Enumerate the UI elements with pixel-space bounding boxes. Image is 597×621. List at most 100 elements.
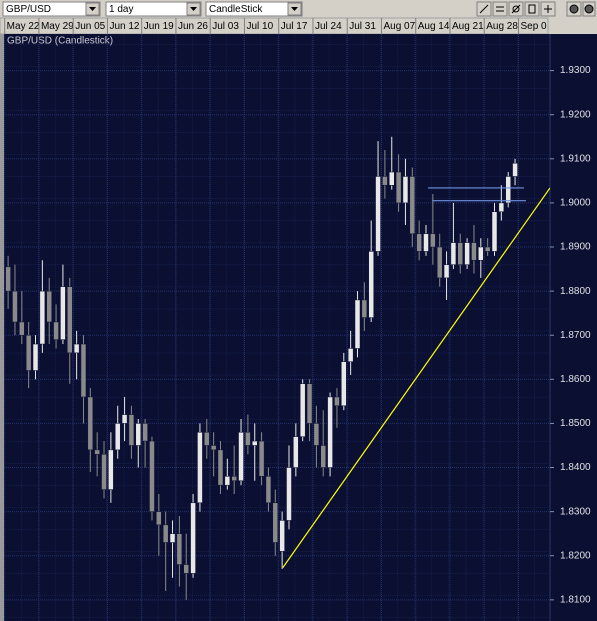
candle-body bbox=[217, 449, 224, 486]
y-tick-label: 1.8600 bbox=[560, 374, 591, 385]
candle-body bbox=[265, 476, 272, 504]
interval-text: 1 day bbox=[109, 4, 133, 15]
candle-body bbox=[12, 290, 18, 323]
candle-body bbox=[121, 414, 128, 424]
candle-body bbox=[484, 246, 491, 252]
interval-select[interactable]: 1 day bbox=[105, 1, 202, 17]
candle-body bbox=[320, 445, 326, 468]
candle-body bbox=[341, 361, 347, 407]
x-tick-label: Aug 07 bbox=[383, 21, 415, 32]
candle-body bbox=[382, 176, 388, 186]
y-tick-label: 1.8800 bbox=[560, 286, 591, 297]
candle-body bbox=[231, 476, 237, 482]
candle-body bbox=[416, 233, 422, 252]
y-tick-label: 1.9100 bbox=[560, 153, 591, 164]
candle-body bbox=[73, 343, 80, 354]
candle-body bbox=[87, 396, 94, 451]
y-tick-label: 1.8500 bbox=[560, 418, 591, 429]
candle-body bbox=[299, 383, 306, 437]
plot bbox=[4, 34, 550, 621]
drawn-line bbox=[282, 187, 550, 568]
style-text: CandleStick bbox=[209, 4, 263, 15]
y-tick-label: 1.9200 bbox=[560, 109, 591, 120]
candle-body bbox=[334, 396, 340, 407]
y-tick-label: 1.8200 bbox=[560, 550, 591, 561]
candle-body bbox=[39, 290, 46, 345]
candle-body bbox=[491, 211, 498, 252]
candle-body bbox=[94, 449, 100, 455]
candle-body bbox=[313, 423, 320, 446]
x-tick-label: Jul 24 bbox=[315, 21, 342, 32]
candle-body bbox=[156, 511, 162, 526]
x-tick-label: Jul 17 bbox=[281, 21, 308, 32]
candle-body bbox=[498, 202, 505, 212]
candle-body bbox=[409, 176, 416, 235]
left-edge bbox=[0, 34, 4, 621]
candle-body bbox=[327, 396, 333, 468]
symbol-text: GBP/USD bbox=[6, 4, 51, 15]
candle-body bbox=[430, 233, 436, 248]
y-tick-label: 1.9000 bbox=[560, 198, 591, 209]
candle-body bbox=[251, 440, 258, 446]
candle-body bbox=[46, 290, 52, 323]
candle-body bbox=[19, 321, 25, 336]
candle-body bbox=[197, 431, 203, 504]
candle-body bbox=[176, 533, 183, 565]
candle-body bbox=[443, 264, 450, 279]
candle-body bbox=[512, 162, 518, 177]
x-tick-label: May 29 bbox=[41, 21, 74, 32]
candle-body bbox=[306, 383, 313, 424]
candle-body bbox=[395, 171, 402, 204]
candle-body bbox=[450, 242, 457, 265]
y-tick-label: 1.8300 bbox=[560, 506, 591, 517]
style-select[interactable]: CandleStick bbox=[205, 1, 303, 17]
x-tick-label: Jun 12 bbox=[109, 21, 139, 32]
candle-body bbox=[32, 343, 39, 371]
candle-body bbox=[471, 242, 477, 261]
x-tick-label: Jun 05 bbox=[75, 21, 105, 32]
x-tick-label: Jun 26 bbox=[178, 21, 208, 32]
y-tick-label: 1.8400 bbox=[560, 462, 591, 473]
x-tick-label: Aug 28 bbox=[486, 21, 518, 32]
candle-body bbox=[67, 286, 73, 354]
candle-body bbox=[464, 242, 470, 265]
x-tick-label: Jul 31 bbox=[349, 21, 376, 32]
candle-body bbox=[210, 445, 217, 451]
candle-body bbox=[457, 242, 464, 265]
candle-body bbox=[478, 246, 484, 261]
candle-body bbox=[238, 431, 244, 482]
candle-body bbox=[149, 440, 155, 512]
candle-body bbox=[423, 233, 429, 252]
candle-body bbox=[505, 176, 511, 204]
candle-body bbox=[354, 299, 361, 349]
x-tick-label: Aug 21 bbox=[452, 21, 484, 32]
candle-body bbox=[101, 454, 107, 490]
candle-body bbox=[135, 423, 142, 446]
x-tick-label: Jun 19 bbox=[144, 21, 174, 32]
x-tick-label: Aug 14 bbox=[418, 21, 450, 32]
candle-body bbox=[80, 343, 87, 398]
x-tick-label: May 22 bbox=[7, 21, 40, 32]
candle-body bbox=[293, 436, 299, 468]
candle-body bbox=[388, 171, 395, 186]
candle-body bbox=[204, 431, 210, 446]
candle-body bbox=[347, 348, 354, 362]
candle-body bbox=[162, 524, 169, 543]
candle-body bbox=[114, 423, 121, 451]
y-axis: 1.8100 1.8200 1.8300 1.8400 1.8500 1.8600 1.87… bbox=[550, 65, 591, 605]
candle-body bbox=[190, 502, 196, 574]
candle-body bbox=[5, 266, 11, 292]
candle-body bbox=[258, 440, 265, 477]
candle-body bbox=[245, 431, 251, 446]
candle-body bbox=[436, 246, 443, 279]
candle-body bbox=[53, 321, 59, 340]
candle-body bbox=[402, 176, 409, 204]
tool-icons[interactable] bbox=[476, 1, 596, 17]
y-tick-label: 1.8900 bbox=[560, 242, 591, 253]
symbol-select[interactable]: GBP/USD bbox=[2, 1, 101, 17]
candle-body bbox=[108, 449, 114, 490]
candle-body bbox=[286, 467, 292, 521]
x-tick-label: Sep 0 bbox=[520, 21, 547, 32]
